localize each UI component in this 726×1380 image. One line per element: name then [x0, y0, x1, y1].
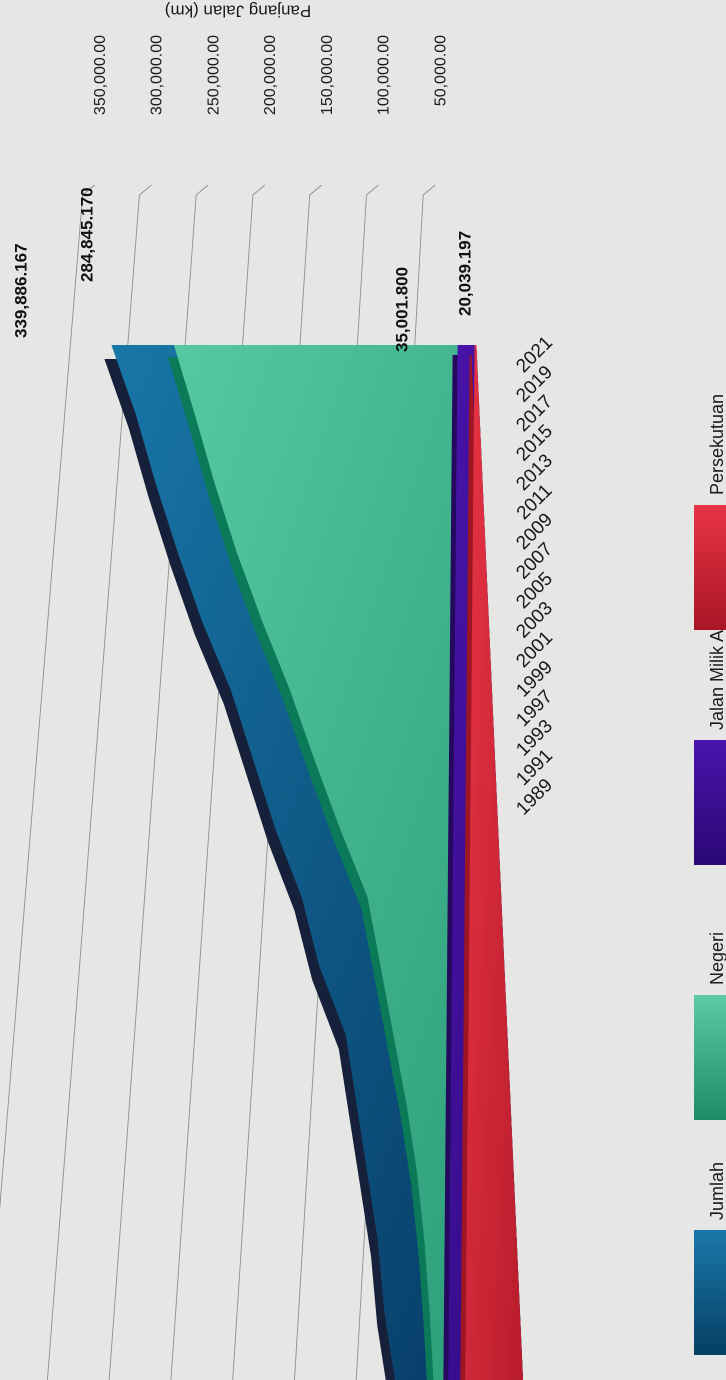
series-bands	[104, 345, 524, 1380]
y-tick-label: 100,000.00	[376, 35, 393, 115]
y-tick-label: 200,000.00	[262, 35, 279, 115]
gridline	[232, 184, 322, 1380]
legend-label: Jumlah	[707, 1162, 726, 1220]
legend-label: Negeri	[707, 932, 726, 985]
gridline	[46, 184, 152, 1380]
y-tick-label: 150,000.00	[319, 35, 336, 115]
data-labels: 339,886.167 284,845.170 35,001.800 20,039.1…	[11, 187, 474, 352]
data-label: 339,886.167	[11, 243, 30, 338]
y-tick-labels: 50,000.00 100,000.00 150,000.00 200,000.00 2…	[92, 35, 450, 115]
data-label: 35,001.800	[392, 267, 411, 352]
series-band-persekutuan	[465, 345, 523, 1380]
y-tick-label: 350,000.00	[92, 35, 109, 115]
data-label: 20,039.197	[455, 231, 474, 316]
y-tick-label: 50,000.00	[432, 35, 449, 106]
y-tick-label: 300,000.00	[149, 35, 166, 115]
gridline	[108, 184, 209, 1380]
legend-swatch	[694, 995, 726, 1120]
data-label: 284,845.170	[77, 187, 96, 282]
gridline	[0, 184, 95, 1211]
legend-swatch	[694, 740, 726, 865]
gridlines	[0, 184, 436, 1380]
legend-label: Persekutuan	[707, 394, 726, 495]
series-band-negeri	[173, 345, 523, 1380]
x-tick-labels: 1989199119931997199920012003200520072009…	[512, 332, 557, 819]
legend-swatch	[694, 1230, 726, 1355]
legend-swatch	[694, 505, 726, 630]
gridline	[170, 184, 266, 1380]
y-axis-title: Panjang Jalan (km)	[165, 2, 311, 21]
y-tick-label: 250,000.00	[205, 35, 222, 115]
